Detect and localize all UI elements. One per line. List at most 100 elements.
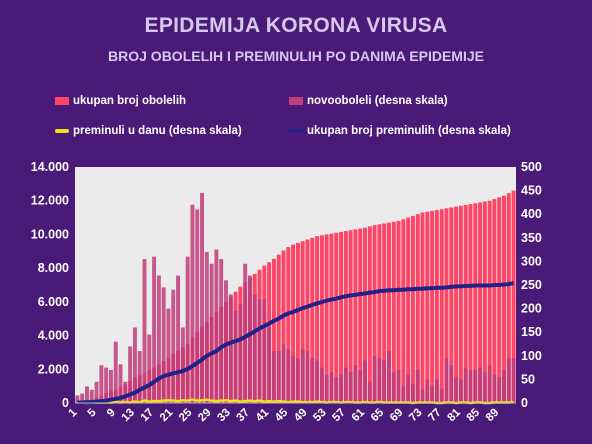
x-tick-label: 29 [196, 407, 214, 425]
y-right-tick-label: 400 [521, 207, 542, 221]
bar-novooboleli [123, 381, 128, 403]
bar-ukupan-obolelih [286, 247, 291, 403]
bar-ukupan-obolelih [463, 204, 468, 403]
legend-swatch-novooboleli [289, 97, 303, 105]
y-right-tick-label: 450 [521, 184, 542, 198]
bar-ukupan-obolelih [382, 223, 387, 403]
bar-novooboleli [458, 379, 463, 403]
bar-ukupan-obolelih [310, 237, 315, 403]
bar-novooboleli [267, 327, 272, 403]
bar-novooboleli [463, 367, 468, 403]
bar-novooboleli [430, 386, 435, 403]
x-tick-label: 65 [369, 406, 387, 424]
bar-novooboleli [166, 308, 171, 403]
x-tick-label: 77 [426, 407, 444, 425]
legend-item-novooboleli: novooboleli (desna skala) [289, 95, 448, 107]
bar-novooboleli [286, 348, 291, 403]
bar-novooboleli [161, 287, 166, 403]
bar-novooboleli [497, 377, 502, 403]
legend-item-ukupan-preminulih: ukupan broj preminulih (desna skala) [289, 125, 511, 137]
bar-novooboleli [99, 365, 104, 403]
bar-ukupan-obolelih [487, 200, 492, 403]
bar-ukupan-obolelih [502, 195, 506, 403]
bar-novooboleli [511, 358, 516, 403]
bar-novooboleli [343, 367, 348, 403]
bar-novooboleli [104, 367, 109, 403]
bar-ukupan-obolelih [492, 199, 497, 403]
bar-ukupan-obolelih [348, 230, 353, 403]
bar-ukupan-obolelih [511, 190, 516, 403]
x-tick-label: 41 [254, 406, 272, 424]
bar-ukupan-obolelih [291, 244, 296, 403]
bar-novooboleli [94, 381, 99, 403]
legend-item-ukupan-obolelih: ukupan broj obolelih [55, 95, 186, 107]
y-right-tick-label: 300 [521, 254, 542, 268]
bar-novooboleli [85, 386, 89, 403]
bar-novooboleli [257, 299, 262, 403]
bar-novooboleli [415, 369, 420, 403]
bar-novooboleli [80, 393, 85, 403]
x-tick-label: 81 [445, 406, 463, 424]
bar-ukupan-obolelih [367, 226, 372, 403]
bar-novooboleli [176, 275, 181, 403]
bar-novooboleli [228, 294, 233, 403]
bar-novooboleli [156, 275, 161, 403]
y-left-tick-label: 2.000 [38, 362, 69, 376]
bar-novooboleli [382, 360, 387, 403]
bar-novooboleli [324, 374, 329, 403]
line-ukupan-preminulih [77, 281, 515, 405]
bar-novooboleli [180, 327, 185, 403]
x-tick-label: 17 [139, 407, 157, 425]
bar-novooboleli [243, 263, 248, 403]
bar-novooboleli [118, 364, 123, 403]
bar-novooboleli [339, 374, 344, 403]
bar-novooboleli [406, 374, 411, 403]
bar-novooboleli [137, 351, 142, 403]
bar-novooboleli [291, 355, 296, 403]
bar-ukupan-obolelih [497, 197, 502, 403]
bar-novooboleli [310, 358, 315, 403]
bar-novooboleli [238, 303, 243, 403]
bar-ukupan-obolelih [315, 236, 320, 403]
bar-novooboleli [502, 369, 506, 403]
x-tick-label: 33 [215, 407, 233, 425]
y-left-tick-label: 12.000 [31, 194, 69, 208]
x-tick-label: 73 [407, 407, 425, 425]
x-tick-label: 89 [484, 407, 502, 425]
legend-swatch-ukupan-preminulih [289, 129, 303, 133]
y-right-tick-label: 0 [521, 396, 528, 410]
bar-ukupan-obolelih [401, 219, 406, 403]
bar-novooboleli [219, 259, 224, 403]
bar-novooboleli [396, 369, 401, 403]
legend-label-novooboleli: novooboleli (desna skala) [307, 95, 448, 107]
bar-novooboleli [252, 294, 257, 403]
x-tick-label: 25 [177, 406, 195, 424]
x-tick-label: 13 [120, 407, 138, 425]
bar-ukupan-obolelih [434, 209, 439, 403]
bar-novooboleli [195, 209, 200, 403]
x-tick-label: 61 [350, 406, 368, 424]
x-tick-label: 37 [235, 407, 253, 425]
bar-ukupan-obolelih [353, 229, 358, 403]
bar-novooboleli [214, 249, 219, 403]
chart-subtitle: BROJ OBOLELIH I PREMINULIH PO DANIMA EPI… [108, 48, 484, 64]
x-tick-label: 9 [105, 407, 118, 420]
bar-novooboleli [449, 365, 454, 403]
bar-novooboleli [190, 204, 195, 403]
bar-ukupan-obolelih [377, 224, 382, 403]
bar-ukupan-obolelih [329, 233, 334, 403]
bar-novooboleli [224, 280, 228, 403]
bar-novooboleli [171, 289, 176, 403]
bar-novooboleli [300, 348, 305, 403]
bar-ukupan-obolelih [339, 231, 344, 403]
y-left-tick-label: 6.000 [38, 295, 69, 309]
legend-label-ukupan-obolelih: ukupan broj obolelih [73, 95, 187, 107]
bar-novooboleli [334, 377, 339, 403]
bar-ukupan-obolelih [324, 234, 329, 403]
x-tick-label: 1 [67, 406, 80, 419]
bar-ukupan-obolelih [305, 239, 310, 403]
bar-novooboleli [420, 388, 425, 403]
chart-title: EPIDEMIJA KORONA VIRUSA [144, 14, 448, 37]
bar-novooboleli [329, 372, 334, 403]
